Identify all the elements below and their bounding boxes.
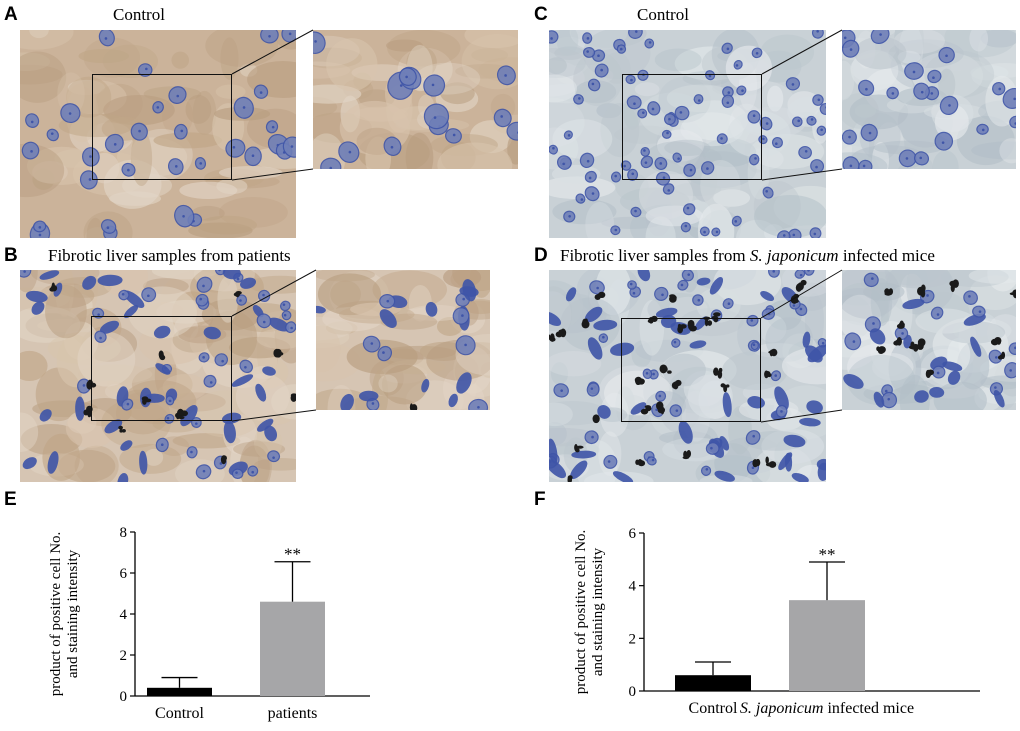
micrograph-c-zoom	[842, 30, 1016, 169]
y-axis-label-line1: product of positive cell No.	[573, 530, 589, 695]
micrograph-b-fibrotic-human	[20, 270, 296, 482]
significance-label: **	[284, 545, 301, 564]
tissue-texture	[20, 30, 296, 238]
caption-a: Control	[113, 5, 165, 24]
caption-d-prefix: Fibrotic liver samples from	[560, 246, 750, 265]
y-tick-label: 4	[120, 607, 128, 623]
tissue-texture	[316, 270, 490, 410]
connector-b-bottom	[231, 409, 317, 422]
connector-d-top	[760, 269, 843, 319]
tissue-texture	[20, 270, 296, 482]
bar-chart-f: 0 2 4 6 product of positive cell No. and stai…	[573, 526, 980, 717]
x-category-label: patients	[268, 705, 318, 722]
caption-d-suffix: infected mice	[838, 246, 935, 265]
y-tick-label: 0	[629, 684, 637, 700]
x-category-label: Control	[689, 700, 738, 717]
connector-a-bottom	[231, 168, 314, 181]
inset-box-d	[621, 318, 761, 422]
bar-chart-e: 0 2 4 6 8 product of positive cell No. and sta…	[48, 525, 370, 722]
tissue-texture	[549, 270, 826, 482]
panel-letter-c: C	[534, 4, 548, 25]
micrograph-d-zoom	[842, 270, 1016, 410]
panel-letter-d: D	[534, 245, 548, 266]
connector-c-bottom	[761, 168, 843, 181]
bar-control	[675, 675, 751, 691]
panel-letter-a: A	[4, 4, 18, 25]
panel-letter-e: E	[4, 489, 17, 510]
panel-letter-f: F	[534, 489, 546, 510]
tissue-texture	[549, 30, 826, 238]
x-category-label: S. japonicum infected mice	[740, 700, 914, 717]
y-tick-label: 2	[120, 648, 128, 664]
y-axis-label-line2: and staining intensity	[590, 547, 606, 676]
caption-d-species: S. japonicum	[749, 246, 839, 265]
y-axis-label-line2: and staining intensity	[65, 549, 81, 678]
y-axis-label-line1: product of positive cell No.	[48, 532, 64, 697]
bar-treated	[260, 601, 325, 696]
y-tick-label: 8	[120, 525, 128, 541]
micrograph-b-zoom	[316, 270, 490, 410]
tissue-texture	[842, 270, 1016, 410]
connector-b-top	[231, 269, 317, 317]
y-tick-label: 0	[120, 689, 128, 705]
caption-c: Control	[637, 5, 689, 24]
inset-box-c	[622, 74, 762, 180]
inset-box-b	[91, 316, 232, 421]
caption-b: Fibrotic liver samples from patients	[48, 246, 291, 265]
tissue-texture	[842, 30, 1016, 169]
x-category-label: Control	[155, 705, 204, 722]
connector-d-bottom	[760, 409, 843, 423]
inset-box-a	[92, 74, 232, 180]
micrograph-d-fibrotic-mouse	[549, 270, 826, 482]
significance-label: **	[819, 545, 836, 564]
micrograph-c-control-mouse	[549, 30, 826, 238]
y-tick-label: 6	[120, 566, 128, 582]
inset-connectors	[231, 29, 843, 423]
micrograph-a-zoom	[313, 30, 518, 169]
caption-d: Fibrotic liver samples from S. japonicum…	[560, 246, 935, 266]
micrograph-a-control-human	[20, 30, 296, 238]
panel-letter-b: B	[4, 245, 18, 266]
connector-a-top	[231, 29, 314, 75]
tissue-texture	[313, 30, 518, 169]
y-tick-label: 2	[629, 631, 637, 647]
bar-treated	[789, 600, 865, 691]
connector-c-top	[761, 29, 843, 75]
y-tick-label: 4	[629, 579, 637, 595]
y-tick-label: 6	[629, 526, 637, 542]
bar-control	[147, 687, 212, 696]
